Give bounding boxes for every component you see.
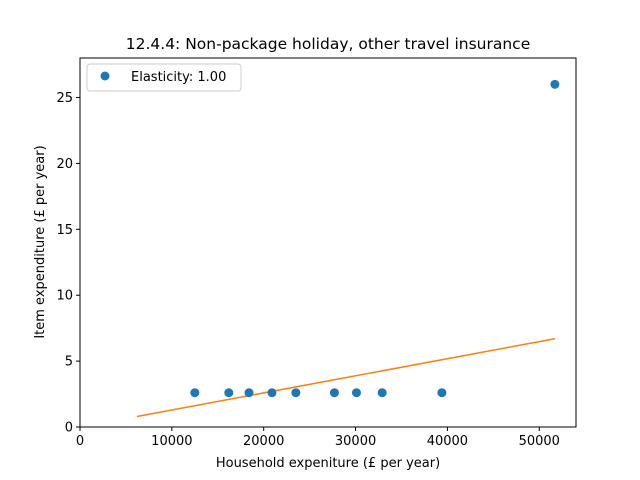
data-point (267, 388, 277, 398)
x-axis-label: Household expeniture (£ per year) (216, 456, 440, 471)
x-tick-label: 50000 (519, 434, 560, 449)
x-tick-label: 30000 (335, 434, 376, 449)
y-tick-label: 20 (56, 157, 73, 172)
y-axis-label: Item expenditure (£ per year) (33, 145, 48, 338)
y-tick-label: 0 (65, 421, 73, 436)
fitted-line (136, 337, 556, 418)
legend-box (86, 63, 242, 92)
plot-frame (79, 57, 577, 428)
legend: Elasticity: 1.00 (86, 63, 242, 92)
data-point (550, 79, 560, 89)
data-point (291, 388, 301, 398)
data-point (351, 388, 361, 398)
x-tick-label: 10000 (151, 434, 192, 449)
data-point (437, 388, 447, 398)
x-tick-label: 40000 (427, 434, 468, 449)
x-tick-label: 0 (76, 434, 84, 449)
data-point (329, 388, 339, 398)
y-tick-label: 25 (56, 91, 73, 106)
x-tick-label: 20000 (243, 434, 284, 449)
y-tick-label: 10 (56, 289, 73, 304)
legend-entry-label: Elasticity: 1.00 (131, 70, 226, 85)
data-point (190, 388, 200, 398)
data-point (377, 388, 387, 398)
data-point (224, 388, 234, 398)
y-tick-label: 15 (56, 223, 73, 238)
data-point (244, 388, 254, 398)
y-tick-label: 5 (65, 355, 73, 370)
chart-title: 12.4.4: Non-package holiday, other trave… (126, 35, 530, 53)
axis-ticks: 0 10000 20000 30000 40000 50000 0 5 10 15 20 25 (56, 91, 559, 449)
legend-marker (100, 71, 110, 81)
plot-marks (136, 79, 560, 418)
